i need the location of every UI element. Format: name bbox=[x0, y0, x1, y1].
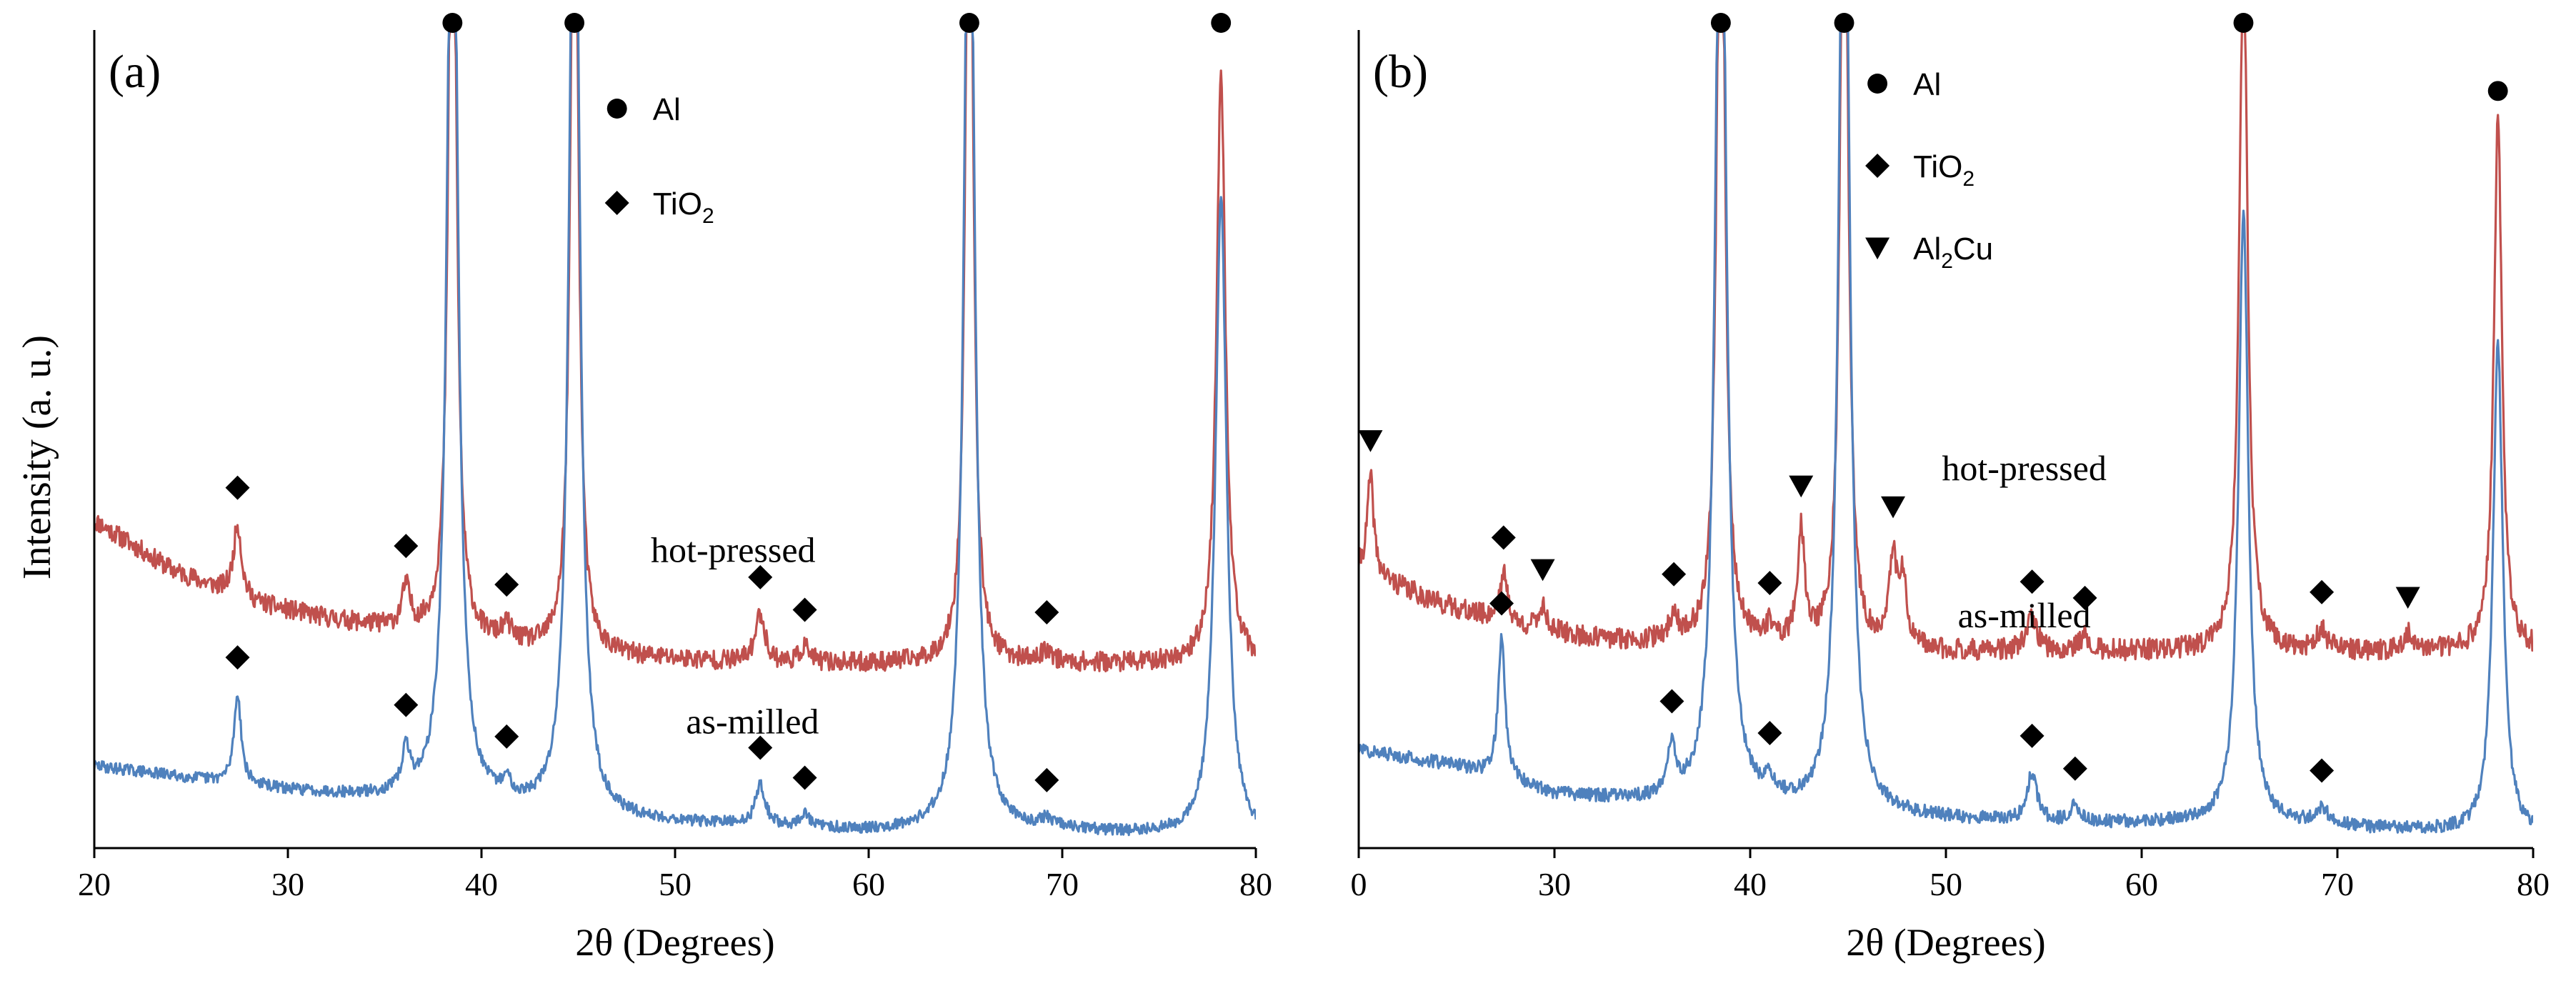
peak-marker-TiO2 bbox=[2310, 758, 2335, 783]
series-line-as-milled bbox=[94, 30, 1256, 837]
peak-marker-TiO2 bbox=[1757, 721, 1782, 746]
peak-marker-TiO2 bbox=[792, 597, 817, 622]
peak-marker-TiO2 bbox=[1491, 525, 1516, 550]
peak-marker-TiO2 bbox=[2020, 569, 2045, 594]
peak-marker-TiO2 bbox=[1034, 767, 1059, 792]
legend-marker-Al bbox=[606, 99, 627, 119]
x-tick-label: 80 bbox=[2517, 866, 2550, 902]
x-tick-label: 60 bbox=[2125, 866, 2158, 902]
x-axis-label: 2θ (Degrees) bbox=[1846, 921, 2045, 964]
x-axis-label: 2θ (Degrees) bbox=[575, 921, 774, 964]
legend-marker-TiO2 bbox=[1865, 154, 1890, 178]
peak-marker-TiO2 bbox=[494, 572, 519, 597]
series-line-as-milled bbox=[1359, 30, 2533, 834]
peak-marker-Al bbox=[2487, 81, 2508, 101]
peak-marker-TiO2 bbox=[1662, 562, 1687, 587]
x-tick-label: 70 bbox=[2321, 866, 2354, 902]
x-tick-label: 40 bbox=[465, 866, 498, 902]
series-label-hot-pressed: hot-pressed bbox=[651, 529, 816, 569]
panel-b: 0 30 40 50 60 70 80 2θ (Degrees) (b) Al TiO2 Al2Cu h… bbox=[1351, 13, 2550, 964]
panel-label: (a) bbox=[109, 46, 161, 98]
peak-marker-TiO2 bbox=[2062, 756, 2087, 781]
peak-marker-TiO2 bbox=[225, 475, 250, 500]
peak-marker-Al2Cu bbox=[1358, 430, 1383, 452]
x-tick-label: 60 bbox=[852, 866, 885, 902]
panel-a: 20 30 40 50 60 70 80 2θ (Degrees) (a) Al TiO2 hot-p… bbox=[78, 13, 1272, 964]
legend-label-Al2Cu: Al2Cu bbox=[1913, 231, 1993, 273]
peak-marker-TiO2 bbox=[1489, 591, 1514, 616]
peak-marker-TiO2 bbox=[1659, 689, 1684, 714]
peak-marker-TiO2 bbox=[748, 735, 773, 760]
peak-marker-TiO2 bbox=[2020, 723, 2045, 748]
x-tick-label: 30 bbox=[1538, 866, 1571, 902]
peak-marker-TiO2 bbox=[2072, 585, 2097, 610]
x-tick-label: 40 bbox=[1734, 866, 1767, 902]
peak-marker-TiO2 bbox=[394, 534, 419, 559]
peak-marker-Al bbox=[1834, 13, 1854, 33]
x-tick-label: 0 bbox=[1351, 866, 1367, 902]
peak-marker-Al bbox=[1710, 13, 1731, 33]
series-label-hot-pressed: hot-pressed bbox=[1942, 448, 2107, 488]
peak-marker-TiO2 bbox=[394, 692, 419, 717]
series-label-as-milled: as-milled bbox=[686, 702, 819, 742]
x-tick-label: 70 bbox=[1046, 866, 1079, 902]
legend-marker-Al2Cu bbox=[1865, 237, 1890, 260]
peak-marker-TiO2 bbox=[494, 724, 519, 749]
x-tick-label: 30 bbox=[271, 866, 304, 902]
peak-marker-Al bbox=[959, 13, 979, 33]
panel-label: (b) bbox=[1373, 46, 1428, 98]
peak-marker-Al2Cu bbox=[1881, 496, 1906, 519]
legend-label-Al: Al bbox=[653, 92, 681, 127]
x-tick-label: 50 bbox=[1929, 866, 1962, 902]
legend-label-TiO2: TiO2 bbox=[653, 186, 714, 228]
peak-marker-TiO2 bbox=[748, 564, 773, 589]
legend-label-Al: Al bbox=[1913, 67, 1941, 102]
peak-marker-TiO2 bbox=[225, 645, 250, 670]
peak-marker-Al2Cu bbox=[2395, 587, 2420, 609]
peak-marker-Al bbox=[564, 13, 585, 33]
peak-marker-TiO2 bbox=[2310, 579, 2335, 604]
peak-marker-Al bbox=[2233, 13, 2254, 33]
y-axis-label: Intensity (a. u.) bbox=[15, 335, 59, 579]
series-label-as-milled: as-milled bbox=[1958, 595, 2091, 635]
series-line-hot-pressed bbox=[94, 30, 1256, 672]
series-line-hot-pressed bbox=[1359, 30, 2533, 662]
peak-marker-TiO2 bbox=[1034, 600, 1059, 625]
legend-marker-TiO2 bbox=[604, 191, 629, 215]
peak-marker-TiO2 bbox=[792, 765, 817, 790]
legend-marker-Al bbox=[1867, 74, 1888, 94]
peak-marker-TiO2 bbox=[1757, 571, 1782, 596]
peak-marker-Al2Cu bbox=[1530, 559, 1555, 582]
peak-marker-Al2Cu bbox=[1789, 475, 1814, 498]
legend-label-TiO2: TiO2 bbox=[1913, 149, 1975, 191]
x-tick-label: 20 bbox=[78, 866, 111, 902]
x-tick-label: 80 bbox=[1239, 866, 1272, 902]
peak-marker-Al bbox=[442, 13, 463, 33]
x-tick-label: 50 bbox=[659, 866, 692, 902]
peak-marker-Al bbox=[1211, 13, 1232, 33]
